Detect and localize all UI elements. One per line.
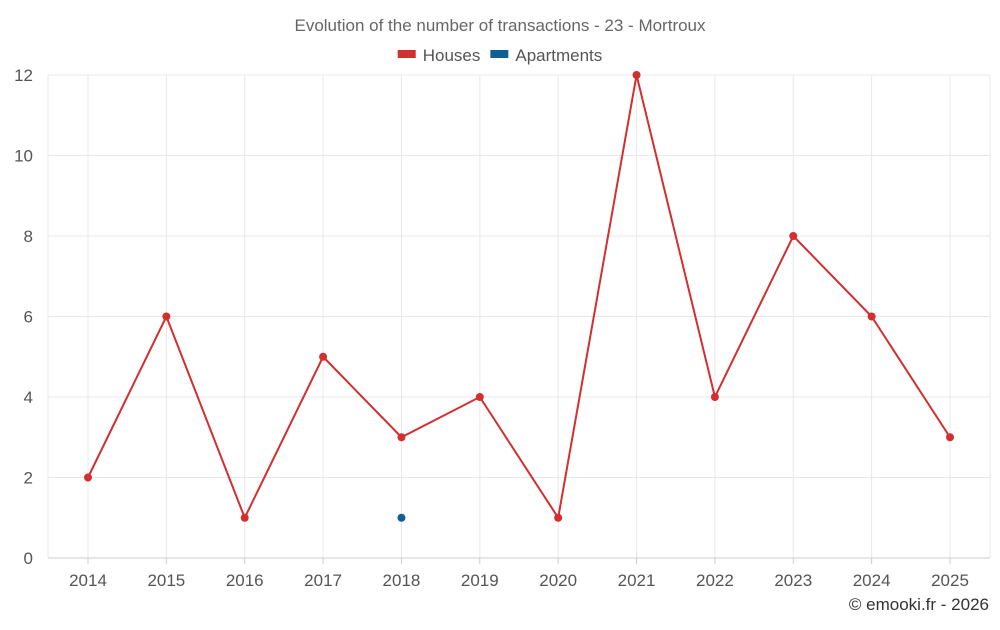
houses-data-point[interactable]: [240, 513, 249, 522]
y-tick-label: 2: [24, 469, 33, 488]
y-tick-label: 10: [14, 147, 33, 166]
axes: 0 2 4 6 8 10 12 2014 2015 2016 2017 2018 2019 2020 202…: [14, 66, 990, 590]
y-tick-label: 8: [24, 227, 33, 246]
x-tick-label: 2018: [383, 571, 421, 590]
legend-swatch: [397, 50, 416, 58]
houses-series-line: [87, 74, 951, 521]
legend-label: Houses: [423, 46, 481, 65]
houses-data-point[interactable]: [789, 232, 798, 240]
x-tick-label: 2017: [304, 571, 342, 590]
x-tick-label: 2023: [774, 571, 812, 590]
houses-data-point[interactable]: [867, 312, 876, 321]
grid-lines: [47, 74, 991, 558]
x-tick-label: 2022: [696, 571, 734, 590]
x-tick-label: 2014: [69, 571, 107, 590]
x-tick-label: 2020: [539, 571, 577, 590]
legend-item-apartments[interactable]: Apartments: [490, 46, 602, 65]
chart-legend: Houses Apartments: [397, 46, 602, 65]
chart-title: Evolution of the number of transactions …: [294, 16, 706, 35]
houses-data-point[interactable]: [84, 473, 92, 482]
y-tick-label: 6: [24, 308, 33, 327]
y-tick-label: 12: [14, 66, 33, 85]
legend-item-houses[interactable]: Houses: [397, 46, 481, 65]
houses-data-point[interactable]: [632, 71, 641, 79]
houses-data-point[interactable]: [710, 393, 719, 401]
houses-data-point[interactable]: [475, 393, 484, 401]
series-layer: [84, 71, 954, 522]
legend-swatch: [490, 50, 509, 58]
houses-data-point[interactable]: [554, 513, 563, 522]
x-tick-label: 2019: [461, 571, 499, 590]
x-tick-label: 2016: [226, 571, 264, 590]
x-tick-label: 2025: [931, 571, 969, 590]
apartments-data-point[interactable]: [397, 513, 406, 522]
houses-data-point[interactable]: [397, 433, 406, 442]
houses-data-point[interactable]: [319, 352, 328, 361]
houses-data-point[interactable]: [162, 312, 171, 321]
x-tick-label: 2024: [853, 571, 891, 590]
x-tick-label: 2015: [147, 571, 185, 590]
credit-text: © emooki.fr - 2026: [849, 595, 989, 614]
x-tick-label: 2021: [618, 571, 656, 590]
houses-data-point[interactable]: [946, 433, 954, 442]
y-tick-label: 4: [24, 388, 33, 407]
y-tick-label: 0: [24, 549, 33, 568]
legend-label: Apartments: [515, 46, 602, 65]
